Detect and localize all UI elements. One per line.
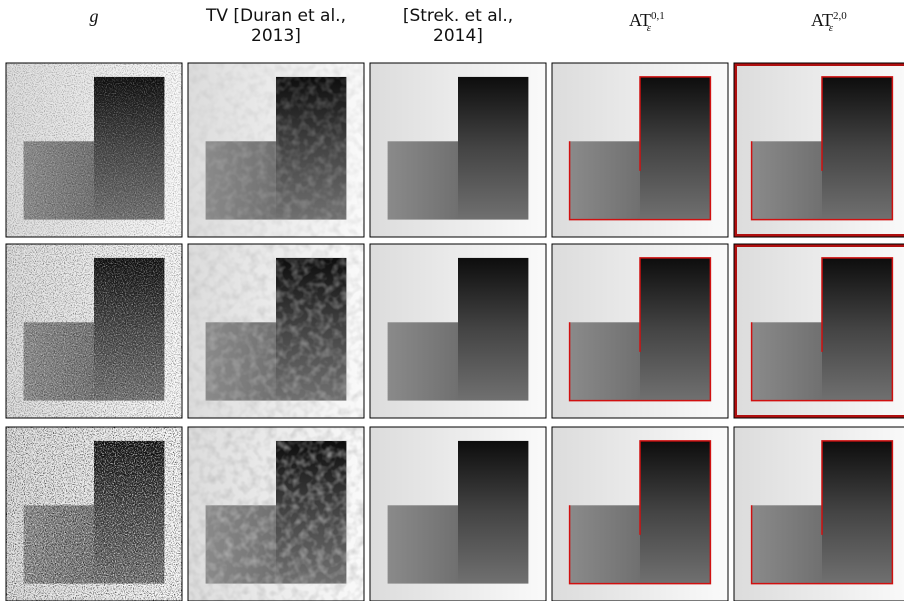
- region-dark: [458, 258, 528, 401]
- region-dark: [640, 258, 710, 401]
- region-low: [388, 505, 458, 583]
- region-dark: [822, 77, 892, 220]
- figure-grid: [0, 0, 904, 601]
- region-dark: [640, 441, 710, 584]
- region-low: [752, 141, 822, 219]
- patches: [188, 63, 364, 237]
- region-low: [388, 141, 458, 219]
- noise: [6, 244, 182, 418]
- region-low: [570, 141, 640, 219]
- region-low: [752, 322, 822, 400]
- region-dark: [458, 441, 528, 584]
- patches: [188, 244, 364, 418]
- region-dark: [458, 77, 528, 220]
- noise: [6, 63, 182, 237]
- region-dark: [822, 258, 892, 401]
- region-low: [752, 505, 822, 583]
- region-dark: [640, 77, 710, 220]
- region-dark: [822, 441, 892, 584]
- region-low: [570, 505, 640, 583]
- region-low: [388, 322, 458, 400]
- page: g TV [Duran et al., 2013] [Strek. et al.…: [0, 0, 904, 601]
- noise: [6, 427, 182, 601]
- patches: [188, 427, 364, 601]
- region-low: [570, 322, 640, 400]
